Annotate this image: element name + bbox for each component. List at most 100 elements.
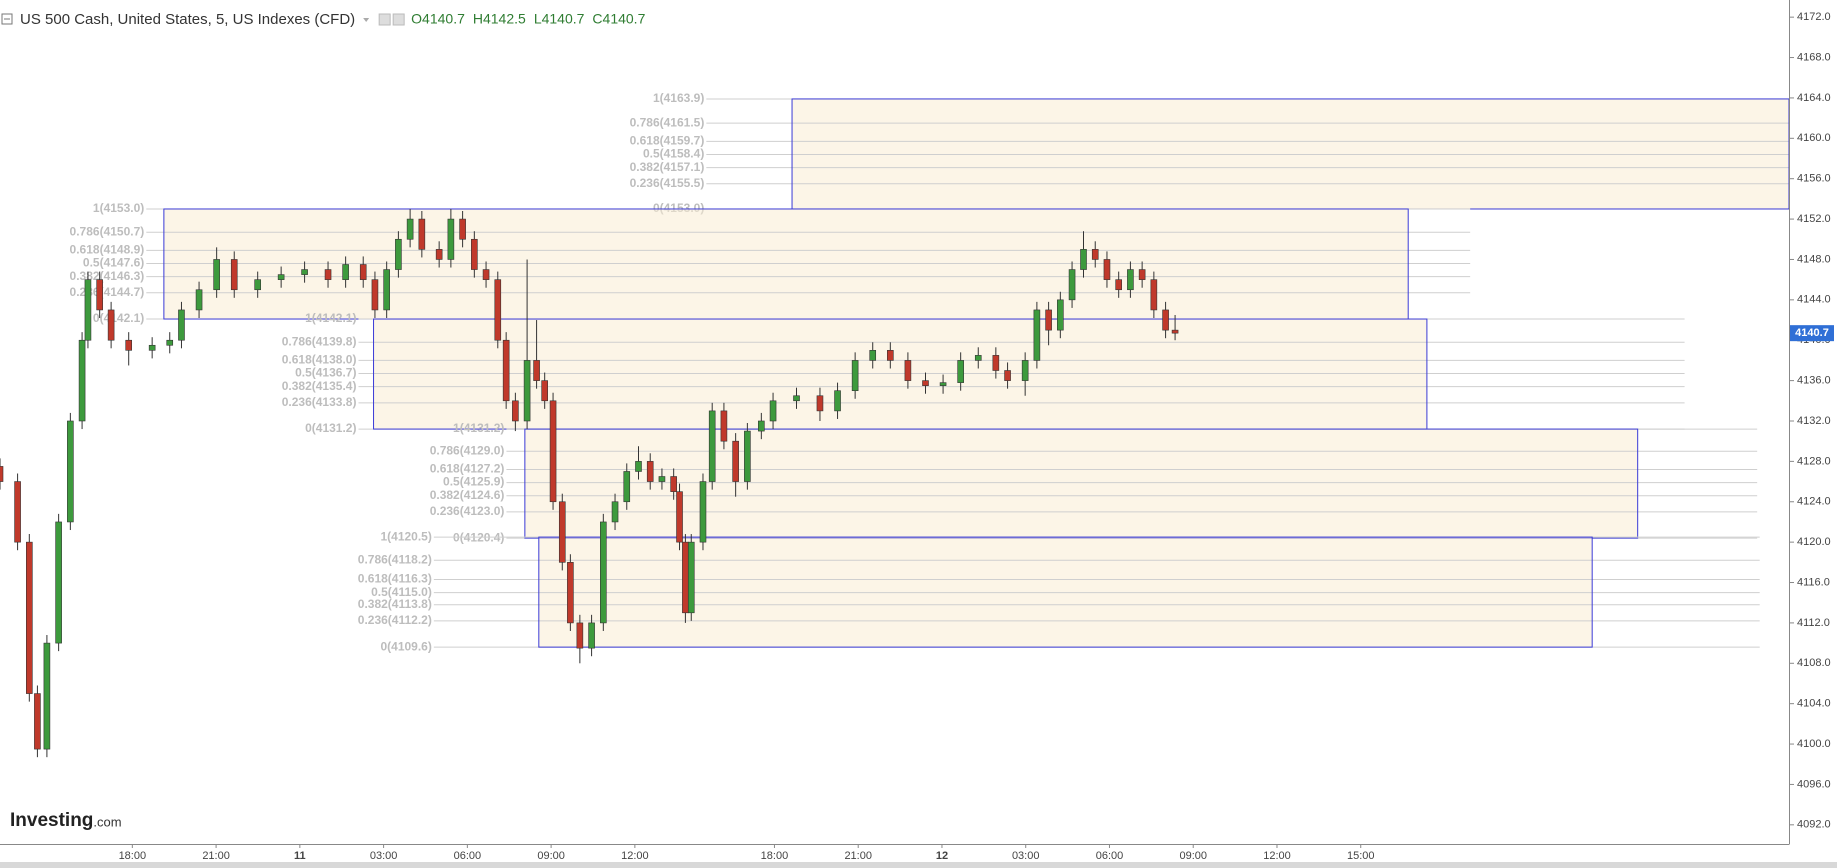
- candle-body: [992, 355, 1000, 371]
- fib-level-label: 1(4163.9): [653, 91, 704, 105]
- candle-body: [1127, 269, 1134, 291]
- fib-level-label: 0.5(4136.7): [295, 366, 356, 380]
- candle-body: [533, 360, 540, 381]
- x-tick-label: 21:00: [202, 850, 230, 862]
- candle-body: [178, 309, 185, 341]
- y-tick-label: 4156.0: [1797, 173, 1831, 185]
- candle-body: [502, 339, 510, 402]
- y-tick-label: 4136.0: [1797, 375, 1831, 387]
- fib-level-label: 0.786(4139.8): [282, 334, 357, 348]
- fib-level-label: 0.618(4116.3): [358, 572, 432, 586]
- candle-body: [342, 264, 349, 280]
- candle-body: [67, 420, 74, 523]
- candle-body: [887, 350, 894, 361]
- candle-body: [418, 218, 426, 250]
- x-tick-label: 21:00: [844, 850, 872, 862]
- candle-body: [957, 360, 964, 383]
- candle-body: [435, 249, 443, 260]
- candle-body: [471, 238, 478, 270]
- candle-body: [869, 350, 877, 361]
- collapse-icon[interactable]: [1, 13, 13, 25]
- ohlc-value: H4142.5: [473, 11, 526, 27]
- candle-body: [482, 269, 490, 280]
- fib-box: [163, 208, 1409, 320]
- candle-body: [324, 269, 332, 280]
- candle-body: [676, 491, 683, 543]
- candle-body: [84, 279, 92, 341]
- candle-body: [670, 476, 677, 492]
- plot-area: 1(4163.9) 0.786(4161.5) 0.618(4159.7) 0.5(4…: [0, 91, 1790, 758]
- fib-box: [792, 98, 1789, 209]
- fib-level-label: 0.618(4138.0): [282, 353, 357, 367]
- candle-body: [1103, 259, 1111, 280]
- candle-body: [732, 440, 739, 482]
- fib-level-label: 1(4153.0): [93, 201, 144, 215]
- fib-level-label: 0.786(4129.0): [430, 443, 505, 457]
- fib-level-label: 0.618(4127.2): [430, 462, 505, 476]
- candle-body: [708, 410, 716, 482]
- ohlc-value: O4140.7: [411, 11, 465, 27]
- candle-body: [43, 642, 51, 750]
- candle-body: [1021, 360, 1029, 381]
- x-tick-label: 03:00: [370, 850, 398, 862]
- candle-body: [687, 541, 695, 614]
- fib-level-label: 0(4142.1): [93, 311, 144, 325]
- fib-level-label: 0.618(4159.7): [630, 134, 705, 148]
- candle-body: [699, 481, 707, 543]
- fib-level-label: 0.236(4144.7): [70, 285, 145, 299]
- candle-body: [1080, 249, 1087, 270]
- candle-body: [567, 562, 574, 624]
- y-tick-label: 4100.0: [1797, 738, 1831, 750]
- y-tick-label: 4144.0: [1797, 294, 1831, 306]
- fib-box-border: [538, 536, 1593, 648]
- x-tick-label: 12:00: [621, 850, 649, 862]
- fib-level-label: 0(4109.6): [380, 639, 431, 653]
- ohlc-value: C4140.7: [592, 11, 645, 27]
- candle-body: [406, 218, 414, 240]
- candle-body: [55, 521, 62, 644]
- x-tick-label: 06:00: [454, 850, 482, 862]
- candle-body: [523, 360, 531, 422]
- candle-body: [758, 420, 765, 432]
- y-tick-label: 4116.0: [1797, 576, 1830, 588]
- x-tick-label: 09:00: [1179, 850, 1207, 862]
- candle-body: [939, 382, 947, 386]
- y-tick-label: 4108.0: [1797, 657, 1831, 669]
- candle-body: [459, 218, 466, 240]
- candle-body: [254, 279, 261, 291]
- fib-box: [538, 537, 1593, 648]
- scrollbar[interactable]: [0, 862, 1837, 868]
- candle-body: [769, 400, 777, 422]
- candle-body: [744, 430, 751, 482]
- fib-level-label: 0.786(4161.5): [630, 115, 705, 129]
- candle-body: [816, 395, 824, 412]
- candle-body: [1162, 309, 1169, 331]
- candle-body: [793, 395, 800, 402]
- candle-body: [14, 481, 21, 543]
- fib-level-label: 0(4131.2): [305, 421, 356, 435]
- candle-body: [277, 274, 285, 280]
- candle-body: [383, 269, 390, 311]
- candle-body: [1068, 269, 1076, 301]
- candle-body: [107, 309, 115, 341]
- candle-body: [974, 355, 982, 361]
- candle-body: [1091, 249, 1099, 260]
- candle-body: [125, 339, 133, 351]
- fib-level-label: 0.236(4133.8): [282, 395, 357, 409]
- candle-body: [166, 339, 174, 346]
- candle-body: [195, 289, 203, 311]
- y-tick-label: 4164.0: [1797, 92, 1831, 104]
- y-tick-label: 4096.0: [1797, 778, 1831, 790]
- candle-body: [635, 461, 642, 472]
- y-tick-label: 4148.0: [1797, 253, 1831, 265]
- candle-body: [1138, 269, 1146, 280]
- y-tick-label: 4160.0: [1797, 132, 1831, 144]
- candle-body: [213, 259, 220, 291]
- x-tick-label: 03:00: [1012, 850, 1040, 862]
- y-tick-label: 4092.0: [1797, 819, 1831, 831]
- candle-body: [447, 218, 455, 260]
- fib-level-label: 0.618(4148.9): [70, 243, 145, 257]
- candle-body: [78, 339, 86, 422]
